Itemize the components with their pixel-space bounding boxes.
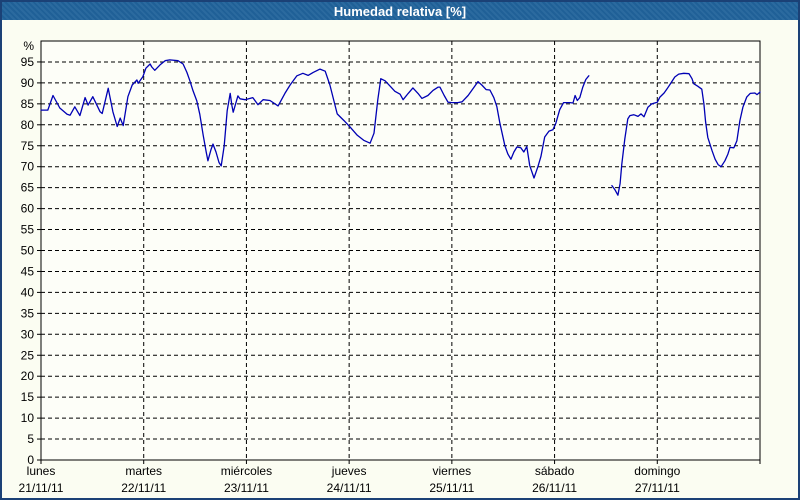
y-axis-tick-label: 30 bbox=[21, 327, 35, 341]
y-axis-tick-label: 20 bbox=[21, 369, 35, 383]
x-axis-date-label: 27/11/11 bbox=[635, 481, 680, 495]
y-axis-tick-label: 65 bbox=[21, 181, 35, 195]
y-axis-tick-label: 55 bbox=[21, 223, 35, 237]
chart-area: 0 5 10 15 20 25 30 35 40 45 50 55 60 65 70 75 80 85 90 95% l… bbox=[2, 20, 798, 498]
y-axis-tick-label: 10 bbox=[21, 411, 35, 425]
y-axis-tick-label: 60 bbox=[21, 202, 35, 216]
y-axis-tick-label: 5 bbox=[27, 432, 34, 446]
y-axis-tick-label: 75 bbox=[21, 139, 35, 153]
y-axis-tick-label: 90 bbox=[21, 76, 35, 90]
y-axis-tick-label: 95 bbox=[21, 55, 35, 69]
y-axis-tick-label: 25 bbox=[21, 348, 35, 362]
y-axis-unit-label: % bbox=[23, 39, 34, 53]
y-axis-tick-label: 40 bbox=[21, 285, 35, 299]
humidity-line bbox=[611, 72, 761, 196]
x-axis-date-label: 22/11/11 bbox=[121, 481, 166, 495]
y-axis-tick-label: 35 bbox=[21, 306, 35, 320]
x-axis-day-label: domingo bbox=[634, 464, 680, 478]
x-axis-day-label: jueves bbox=[331, 464, 367, 478]
x-axis-day-label: viernes bbox=[433, 464, 472, 478]
chart-canvas: 0 5 10 15 20 25 30 35 40 45 50 55 60 65 70 75 80 85 90 95% l… bbox=[19, 39, 761, 495]
y-axis-tick-label: 50 bbox=[21, 244, 35, 258]
humidity-line bbox=[40, 59, 590, 179]
y-axis-tick-label: 45 bbox=[21, 264, 35, 278]
y-axis-tick-label: 80 bbox=[21, 118, 35, 132]
x-axis-date-label: 23/11/11 bbox=[224, 481, 269, 495]
title-bar: Humedad relativa [%] bbox=[2, 2, 798, 20]
x-axis-day-label: lunes bbox=[27, 464, 56, 478]
x-axis-day-label: sábado bbox=[535, 464, 575, 478]
x-axis-date-label: 25/11/11 bbox=[429, 481, 474, 495]
x-axis-day-label: martes bbox=[125, 464, 162, 478]
x-axis-date-label: 24/11/11 bbox=[327, 481, 372, 495]
x-axis-day-label: miércoles bbox=[221, 464, 272, 478]
window-title: Humedad relativa [%] bbox=[333, 3, 467, 19]
y-axis-tick-label: 85 bbox=[21, 97, 35, 111]
x-axis-date-label: 26/11/11 bbox=[532, 481, 577, 495]
x-axis-date-label: 21/11/11 bbox=[19, 481, 64, 495]
y-axis-tick-label: 15 bbox=[21, 390, 35, 404]
y-axis-tick-label: 0 bbox=[27, 453, 34, 467]
y-axis-tick-label: 70 bbox=[21, 160, 35, 174]
